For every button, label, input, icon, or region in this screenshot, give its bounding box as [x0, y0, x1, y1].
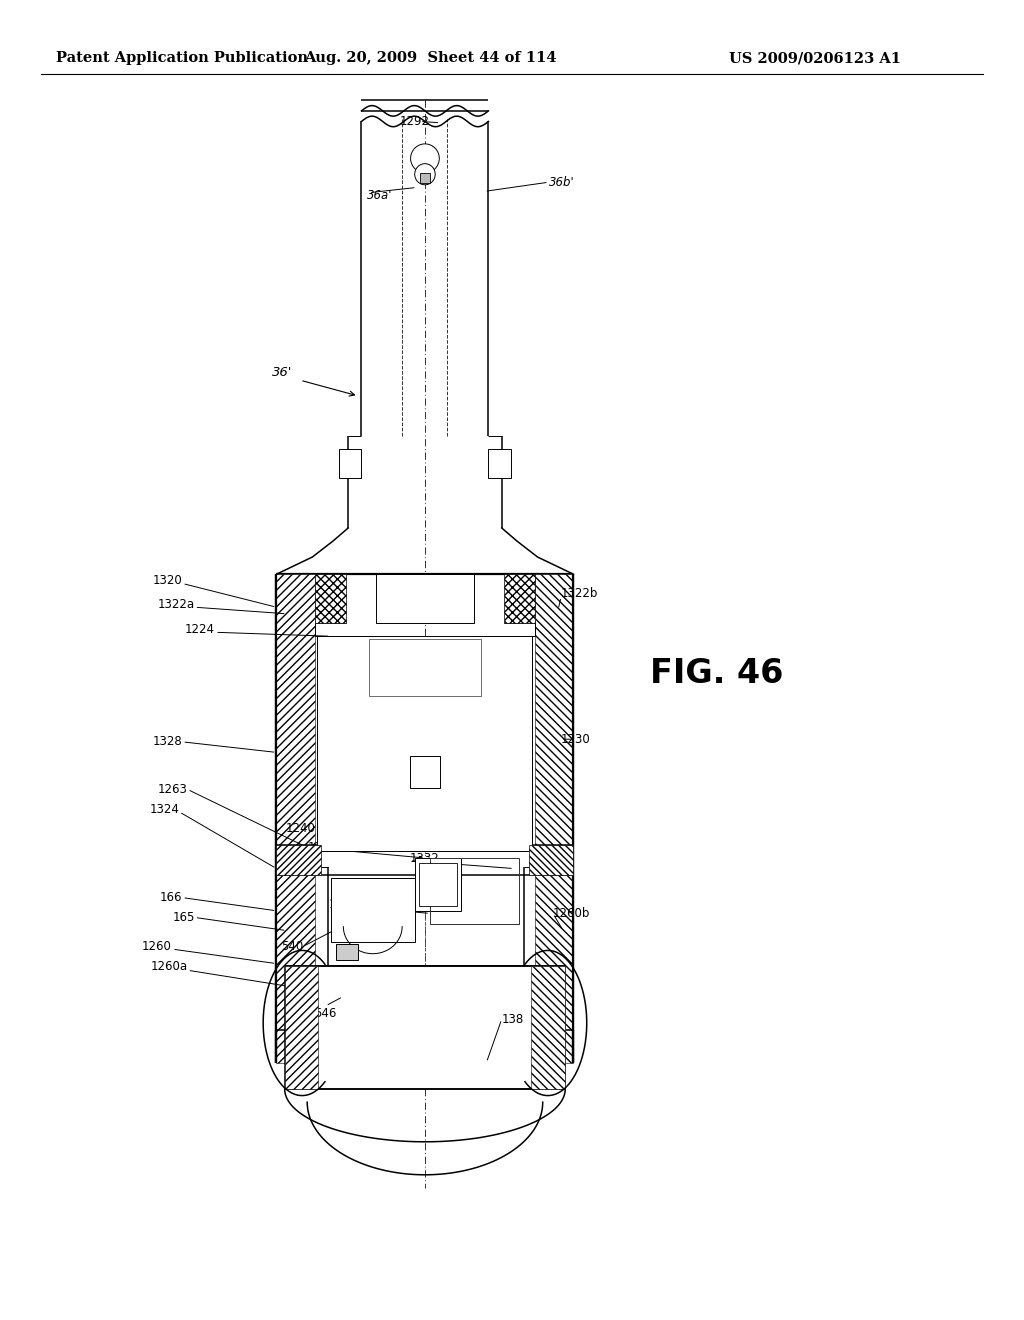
Bar — [285, 966, 318, 1089]
Text: 1332: 1332 — [410, 851, 439, 865]
Ellipse shape — [411, 144, 439, 173]
Text: 1324: 1324 — [150, 803, 179, 816]
Ellipse shape — [415, 164, 435, 185]
Bar — [315, 574, 346, 623]
Bar — [420, 173, 430, 183]
Text: 1292: 1292 — [399, 115, 429, 128]
Text: 1260b: 1260b — [553, 907, 590, 920]
Text: 1242: 1242 — [308, 841, 338, 854]
Bar — [376, 574, 474, 623]
Text: Patent Application Publication: Patent Application Publication — [56, 51, 308, 65]
Text: 1260: 1260 — [142, 940, 172, 953]
Text: 1322b: 1322b — [561, 587, 598, 601]
Bar — [276, 574, 315, 1063]
Bar — [317, 636, 532, 851]
Text: 1280: 1280 — [381, 660, 411, 673]
Text: 1322a: 1322a — [158, 598, 195, 611]
Text: 166: 166 — [160, 891, 182, 904]
Text: 1260a: 1260a — [151, 960, 187, 973]
Bar — [419, 863, 457, 906]
Text: 1263: 1263 — [158, 783, 187, 796]
Text: 1224: 1224 — [185, 623, 215, 636]
Text: US 2009/0206123 A1: US 2009/0206123 A1 — [729, 51, 901, 65]
Bar — [285, 966, 565, 1089]
Text: 36b': 36b' — [549, 176, 574, 189]
Text: 165: 165 — [172, 911, 195, 924]
Bar — [415, 858, 461, 911]
Text: 1230: 1230 — [561, 733, 591, 746]
Bar — [531, 966, 565, 1089]
Text: 1330: 1330 — [410, 832, 439, 845]
Bar — [535, 574, 573, 1063]
Text: 546: 546 — [314, 1007, 337, 1020]
Bar — [339, 449, 361, 478]
Bar — [504, 574, 535, 623]
Text: 117: 117 — [346, 645, 369, 659]
Bar — [488, 449, 511, 478]
Bar — [369, 639, 481, 696]
Bar — [430, 858, 519, 924]
Text: 1328: 1328 — [153, 735, 182, 748]
Text: Aug. 20, 2009  Sheet 44 of 114: Aug. 20, 2009 Sheet 44 of 114 — [304, 51, 556, 65]
Text: 1240: 1240 — [286, 822, 315, 836]
Text: 1320: 1320 — [153, 574, 182, 587]
Bar — [331, 878, 415, 942]
Text: 36': 36' — [272, 366, 293, 379]
Text: 36a': 36a' — [367, 189, 392, 202]
Text: 1326: 1326 — [329, 898, 358, 911]
Bar — [276, 845, 321, 875]
Text: 540: 540 — [281, 940, 303, 953]
Bar — [410, 756, 440, 788]
Bar — [336, 944, 358, 960]
Text: FIG. 46: FIG. 46 — [650, 657, 783, 689]
Text: 138: 138 — [502, 1012, 524, 1026]
Bar — [529, 845, 573, 875]
